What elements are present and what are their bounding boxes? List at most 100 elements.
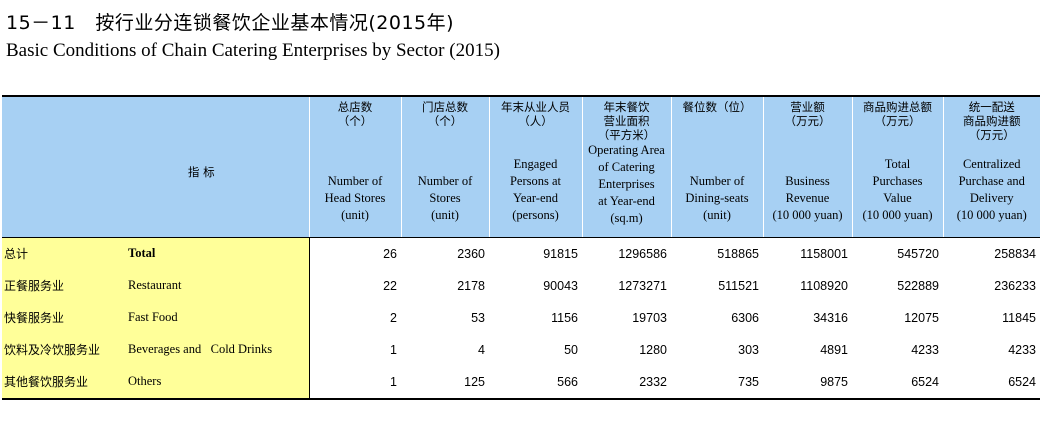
col-header-en: Number of Dining-seats (unit) [672, 173, 763, 233]
col-header-en-line: Purchases [872, 174, 923, 188]
col-header-content: 商品购进总额 （万元） Total Purchases Value (10 000 yua… [853, 97, 943, 233]
table-cell-value: 125 [401, 365, 489, 400]
table-cell-value: 1158001 [800, 246, 848, 261]
col-header-en-line: Operating Area [588, 143, 665, 157]
col-header-en: Number of Head Stores (unit) [310, 173, 401, 233]
row-label-cn: 饮料及冷饮服务业 [2, 333, 128, 366]
col-header-en-line: (unit) [703, 208, 731, 222]
col-header-dining-seats: 餐位数（位） Number of Dining-seats (unit) [671, 95, 764, 238]
table-cell-value: 545720 [897, 246, 939, 261]
col-header-cn-line: 总店数 [337, 100, 373, 114]
table-cell-value: 4 [478, 342, 485, 357]
col-header-en-line: (unit) [431, 208, 459, 222]
col-header-en-line: Number of [417, 174, 473, 188]
table-cell-value: 4891 [820, 342, 848, 357]
table-cell-value: 1108920 [800, 278, 848, 293]
table-cell-value: 2178 [457, 278, 485, 293]
table-cell-value: 1296586 [618, 246, 667, 261]
table-cell-value: 12075 [904, 310, 939, 325]
col-header-content: 营业额 （万元） Business Revenue (10 000 yuan) [764, 97, 852, 233]
col-header-en-line: Delivery [969, 191, 1014, 205]
table-cell-value: 735 [671, 365, 763, 400]
col-header-cn: 统一配送 商品购进额 （万元） [944, 97, 1041, 148]
row-label-cn: 总计 [2, 237, 128, 270]
table-cell-value: 1 [309, 365, 401, 400]
data-table: 指 标 总店数 （个） Number of Head Stores (unit) 门店总… [2, 95, 1040, 400]
col-header-content: 总店数 （个） Number of Head Stores (unit) [310, 97, 401, 233]
table-cell-value: 53 [471, 310, 485, 325]
col-header-en-line: Dining-seats [685, 191, 749, 205]
table-cell-value: 9875 [763, 365, 852, 400]
col-header-en-line: Centralized [962, 157, 1021, 171]
col-header-cn-line: 营业额 [790, 100, 825, 114]
row-label-cn: 快餐服务业 [2, 301, 128, 334]
col-header-cn: 年末从业人员 （人） [490, 97, 582, 148]
col-header-en-line: (10 000 yuan) [956, 208, 1027, 222]
col-header-en-line: Value [883, 191, 912, 205]
row-label-cn: 其他餐饮服务业 [2, 365, 128, 400]
table-cell-value: 1156 [551, 310, 578, 325]
table-cell-value: 2332 [582, 365, 671, 400]
table-cell-value: 26 [383, 246, 397, 261]
col-header-business-revenue: 营业额 （万元） Business Revenue (10 000 yuan) [763, 95, 853, 238]
col-header-en-line: (persons) [512, 208, 559, 222]
table-cell-value: 34316 [813, 310, 848, 325]
col-header-en-line: Purchase and [958, 174, 1025, 188]
table-cell-value: 518865 [717, 246, 759, 261]
table-cell-value: 22 [383, 278, 397, 293]
col-header-cn: 门店总数 （个） [402, 97, 489, 148]
col-header-en-line: (unit) [341, 208, 369, 222]
table-row: 总计 Total 26 2360 91815 1296586 518865 1158001 54… [2, 237, 1040, 270]
table-cell-value: 236233 [994, 278, 1036, 293]
table-cell-value: 6524 [852, 365, 943, 400]
table-cell-value: 6524 [943, 365, 1040, 400]
col-header-cn-line: 餐位数（位） [682, 100, 752, 114]
col-header-cn-line: （万元） [968, 128, 1015, 142]
table-cell-value: 511521 [718, 278, 759, 293]
row-label-en: Beverages and Cold Drinks [128, 333, 310, 366]
col-header-en-line: (sq.m) [610, 211, 643, 225]
col-header-en-line: Business [785, 174, 830, 188]
col-header-cn-line: （个） [427, 114, 463, 128]
col-header-cn-line: 营业面积 [603, 114, 650, 128]
col-header-cn: 餐位数（位） [672, 97, 763, 148]
table-cell-value: 4233 [1008, 342, 1036, 357]
table-cell-value: 2360 [457, 246, 485, 261]
col-header-en-line: Number of [327, 174, 383, 188]
col-header-cn: 商品购进总额 （万元） [853, 97, 943, 148]
col-header-centralized-purchase: 统一配送 商品购进额 （万元） Centralized Purchase and Deli… [943, 95, 1041, 238]
col-header-operating-area: 年末餐饮 营业面积 （平方米） Operating Area of Catering En… [582, 95, 672, 238]
col-header-total-purchases: 商品购进总额 （万元） Total Purchases Value (10 000 yua… [852, 95, 944, 238]
col-header-en-line: Enterprises [598, 177, 655, 191]
col-header-en-line: at Year-end [598, 194, 655, 208]
row-label-en: Others [128, 365, 310, 400]
table-cell-value: 566 [489, 365, 582, 400]
table-title-cn: 15－11 按行业分连锁餐饮企业基本情况(2015年) [6, 12, 455, 34]
col-header-cn-line: 商品购进额 [963, 114, 1021, 128]
table-title-en: Basic Conditions of Chain Catering Enter… [6, 40, 500, 61]
indicator-header: 指 标 [2, 95, 310, 238]
col-header-cn-line: （个） [337, 114, 373, 128]
table-cell-value: 50 [564, 342, 578, 357]
col-header-cn-line: 年末餐饮 [603, 100, 650, 114]
col-header-cn: 年末餐饮 营业面积 （平方米） [583, 97, 671, 142]
row-label-en: Total [128, 237, 310, 270]
table-row: 其他餐饮服务业 Others 1 125 566 2332 735 9875 6524 6524 [2, 365, 1040, 400]
col-header-content: 年末从业人员 （人） Engaged Persons at Year-end (perso… [490, 97, 582, 233]
col-header-engaged-persons: 年末从业人员 （人） Engaged Persons at Year-end (perso… [489, 95, 583, 238]
col-header-head-stores: 总店数 （个） Number of Head Stores (unit) [309, 95, 402, 238]
col-header-en: Total Purchases Value (10 000 yuan) [853, 156, 943, 233]
col-header-en: Centralized Purchase and Delivery (10 000 y… [944, 156, 1041, 233]
table-cell-value: 1280 [639, 342, 667, 357]
col-header-en: Number of Stores (unit) [402, 173, 489, 233]
indicator-label: 指 标 [187, 165, 215, 179]
col-header-en: Operating Area of Catering Enterprises at Y… [583, 142, 671, 236]
col-header-en-line: Head Stores [324, 191, 386, 205]
col-header-cn-line: 商品购进总额 [863, 100, 932, 114]
col-header-en-line: of Catering [598, 160, 655, 174]
row-label-en: Fast Food [128, 301, 310, 334]
col-header-content: 餐位数（位） Number of Dining-seats (unit) [672, 97, 763, 233]
row-label-cn: 正餐服务业 [2, 269, 128, 302]
header-row: 指 标 总店数 （个） Number of Head Stores (unit) 门店总… [2, 95, 1041, 238]
col-header-stores: 门店总数 （个） Number of Stores (unit) [401, 95, 490, 238]
